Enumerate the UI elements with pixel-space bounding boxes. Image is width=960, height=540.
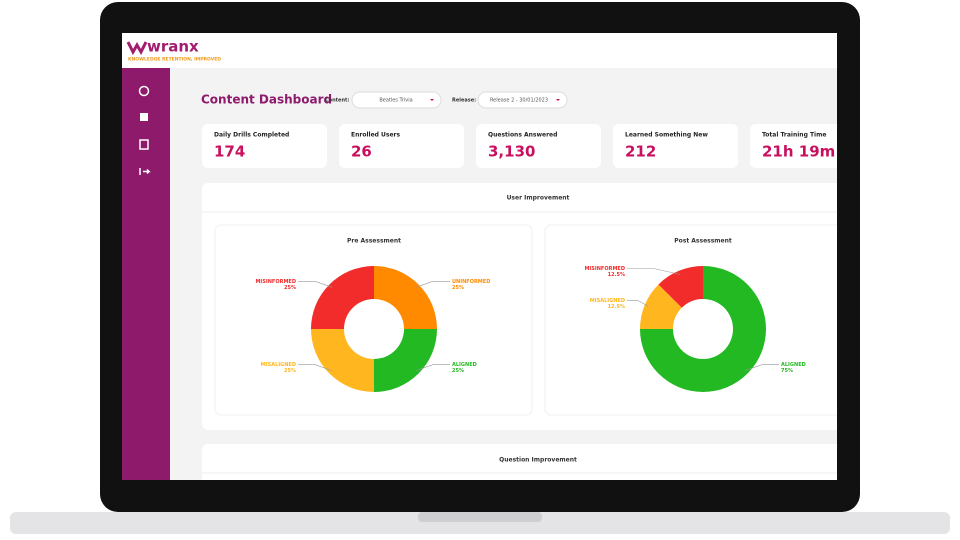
stat-label: Learned Something New (625, 132, 708, 139)
laptop-notch (418, 512, 542, 522)
filter-value: Beatles Trivia (379, 98, 412, 104)
slice-value: 25% (284, 368, 296, 374)
dashboard-icon[interactable] (138, 85, 150, 97)
filter-label: Release: (452, 98, 476, 104)
stat-value: 212 (625, 143, 656, 161)
laptop-base (10, 512, 950, 534)
stat-value: 21h 19m (762, 143, 835, 161)
slice-value: 12.5% (608, 304, 625, 310)
donut-slice (374, 266, 437, 329)
stat-card (613, 124, 738, 168)
logout-icon[interactable] (139, 168, 151, 175)
panel (202, 444, 837, 480)
slice-value: 25% (284, 285, 296, 291)
leader-line (415, 364, 450, 372)
filter-dropdown[interactable] (351, 91, 442, 109)
stat-card (476, 124, 601, 168)
leader-line (627, 268, 681, 275)
chart-title: Post Assessment (674, 238, 732, 245)
stat-value: 174 (214, 143, 245, 161)
slice-value: 25% (452, 368, 464, 374)
dropdown-arrow (556, 99, 560, 101)
stat-card (750, 124, 837, 168)
leader-line (298, 364, 333, 372)
filter-value: Release 2 - 30/01/2023 (490, 98, 548, 104)
slice-label: MISALIGNED (261, 362, 296, 368)
stat-label: Enrolled Users (351, 132, 400, 139)
slice-value: 75% (781, 368, 793, 374)
stat-value: 3,130 (488, 143, 535, 161)
sidebar (122, 68, 170, 480)
slice-label: ALIGNED (781, 362, 806, 368)
donut-slice (640, 284, 682, 329)
stat-card (339, 124, 464, 168)
stat-label: Total Training Time (762, 132, 826, 139)
slice-label: UNINFORMED (452, 279, 490, 285)
slice-value: 25% (452, 285, 464, 291)
tagline: KNOWLEDGE RETENTION, IMPROVED (128, 57, 221, 63)
leader-line (415, 280, 450, 288)
slice-label: MISINFORMED (584, 266, 625, 272)
leader-line (744, 364, 779, 372)
filter-dropdown[interactable] (477, 91, 568, 109)
donut-slice (311, 266, 374, 329)
slice-label: MISALIGNED (590, 298, 625, 304)
stat-value: 26 (351, 143, 372, 161)
stat-label: Questions Answered (488, 132, 557, 139)
slice-label: MISINFORMED (255, 279, 296, 285)
panel-title: Question Improvement (499, 457, 577, 464)
chart-title: Pre Assessment (347, 238, 401, 245)
leader-line (627, 300, 649, 307)
donut-slice (374, 329, 437, 392)
donut-slice (640, 266, 766, 392)
slice-value: 12.5% (608, 272, 625, 278)
chart-card (214, 224, 533, 416)
report-icon[interactable] (139, 139, 149, 150)
filter-label: Content: (325, 98, 349, 104)
donut-slice (311, 329, 374, 392)
donut-slice (658, 266, 703, 308)
top-bar (122, 33, 837, 68)
chart-card (544, 224, 837, 416)
leader-line (298, 280, 333, 288)
dropdown-arrow (430, 99, 434, 101)
panel-title: User Improvement (507, 195, 570, 202)
page-title: Content Dashboard (201, 93, 332, 107)
content-icon[interactable] (140, 113, 148, 121)
screen: wranx KNOWLEDGE RETENTION, IMPROVED Cont… (122, 33, 837, 480)
stat-card (202, 124, 327, 168)
slice-label: ALIGNED (452, 362, 477, 368)
logo: wranx (147, 38, 199, 56)
stat-label: Daily Drills Completed (214, 132, 289, 139)
logo-mark (126, 41, 148, 56)
